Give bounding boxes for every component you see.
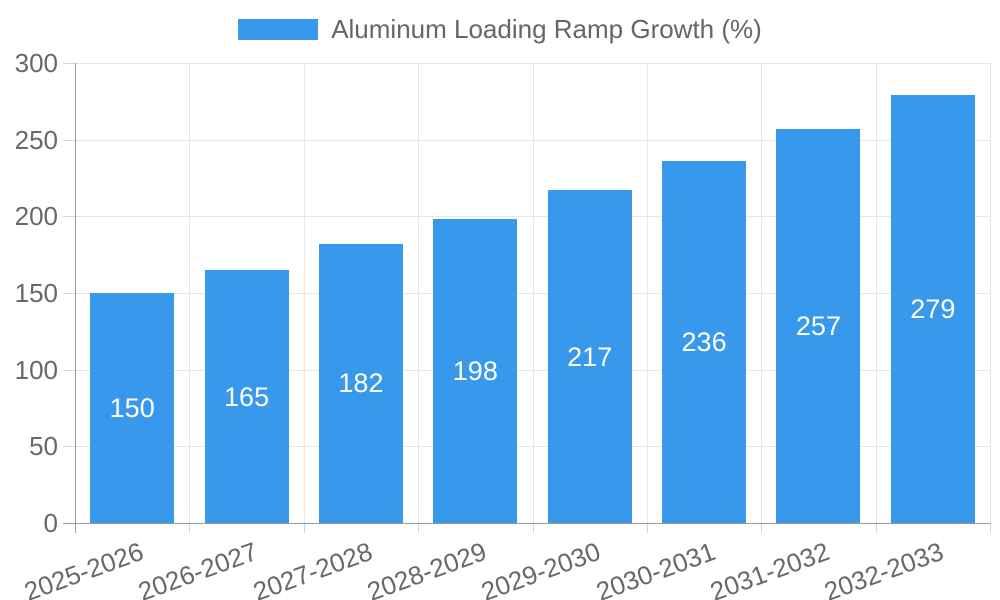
y-axis-tick <box>63 370 75 371</box>
y-tick-label: 150 <box>14 278 58 308</box>
x-tick-label: 2030-2031 <box>591 536 719 600</box>
y-axis-tick <box>63 293 75 294</box>
x-axis-tick <box>761 523 762 533</box>
x-gridline <box>647 63 648 523</box>
x-tick-label: 2031-2032 <box>706 536 834 600</box>
y-tick-label: 200 <box>14 201 58 231</box>
y-axis-tick <box>63 216 75 217</box>
x-tick-label: 2028-2029 <box>363 536 491 600</box>
y-axis-tick <box>63 63 75 64</box>
y-gridline <box>75 370 990 371</box>
x-axis-tick <box>990 523 991 533</box>
y-tick-label: 300 <box>14 48 58 78</box>
y-axis-tick <box>63 446 75 447</box>
bar[interactable] <box>890 95 975 523</box>
x-axis-tick <box>189 523 190 533</box>
x-axis-tick <box>647 523 648 533</box>
y-gridline <box>75 140 990 141</box>
x-axis-line <box>63 523 990 524</box>
y-gridline <box>75 446 990 447</box>
x-axis-tick <box>304 523 305 533</box>
y-tick-label: 0 <box>43 508 58 538</box>
bar[interactable] <box>662 161 747 523</box>
x-axis-tick <box>418 523 419 533</box>
x-gridline <box>761 63 762 523</box>
x-gridline <box>990 63 991 523</box>
bar[interactable] <box>90 293 175 523</box>
bar[interactable] <box>776 128 861 523</box>
y-axis-tick <box>63 140 75 141</box>
y-tick-label: 250 <box>14 125 58 155</box>
bar[interactable] <box>318 243 403 523</box>
x-tick-label: 2027-2028 <box>248 536 376 600</box>
x-tick-label: 2026-2027 <box>134 536 262 600</box>
x-axis-tick <box>876 523 877 533</box>
x-tick-label: 2032-2033 <box>820 536 948 600</box>
x-gridline <box>418 63 419 523</box>
legend-color-swatch <box>238 18 319 40</box>
x-gridline <box>876 63 877 523</box>
chart-legend-item[interactable]: Aluminum Loading Ramp Growth (%) <box>0 16 1000 42</box>
y-tick-label: 100 <box>14 355 58 385</box>
x-axis-tick <box>533 523 534 533</box>
x-gridline <box>304 63 305 523</box>
bar[interactable] <box>433 219 518 523</box>
x-gridline <box>189 63 190 523</box>
y-gridline <box>75 63 990 64</box>
y-tick-label: 50 <box>29 431 58 461</box>
y-gridline <box>75 216 990 217</box>
x-gridline <box>533 63 534 523</box>
y-axis-line <box>75 63 76 533</box>
legend-label: Aluminum Loading Ramp Growth (%) <box>331 14 762 44</box>
x-tick-label: 2029-2030 <box>477 536 605 600</box>
y-gridline <box>75 293 990 294</box>
bar[interactable] <box>204 270 289 523</box>
x-tick-label: 2025-2026 <box>20 536 148 600</box>
bar[interactable] <box>547 190 632 523</box>
